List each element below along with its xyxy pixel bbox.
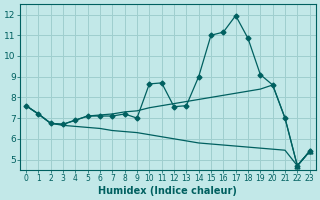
X-axis label: Humidex (Indice chaleur): Humidex (Indice chaleur) — [98, 186, 237, 196]
